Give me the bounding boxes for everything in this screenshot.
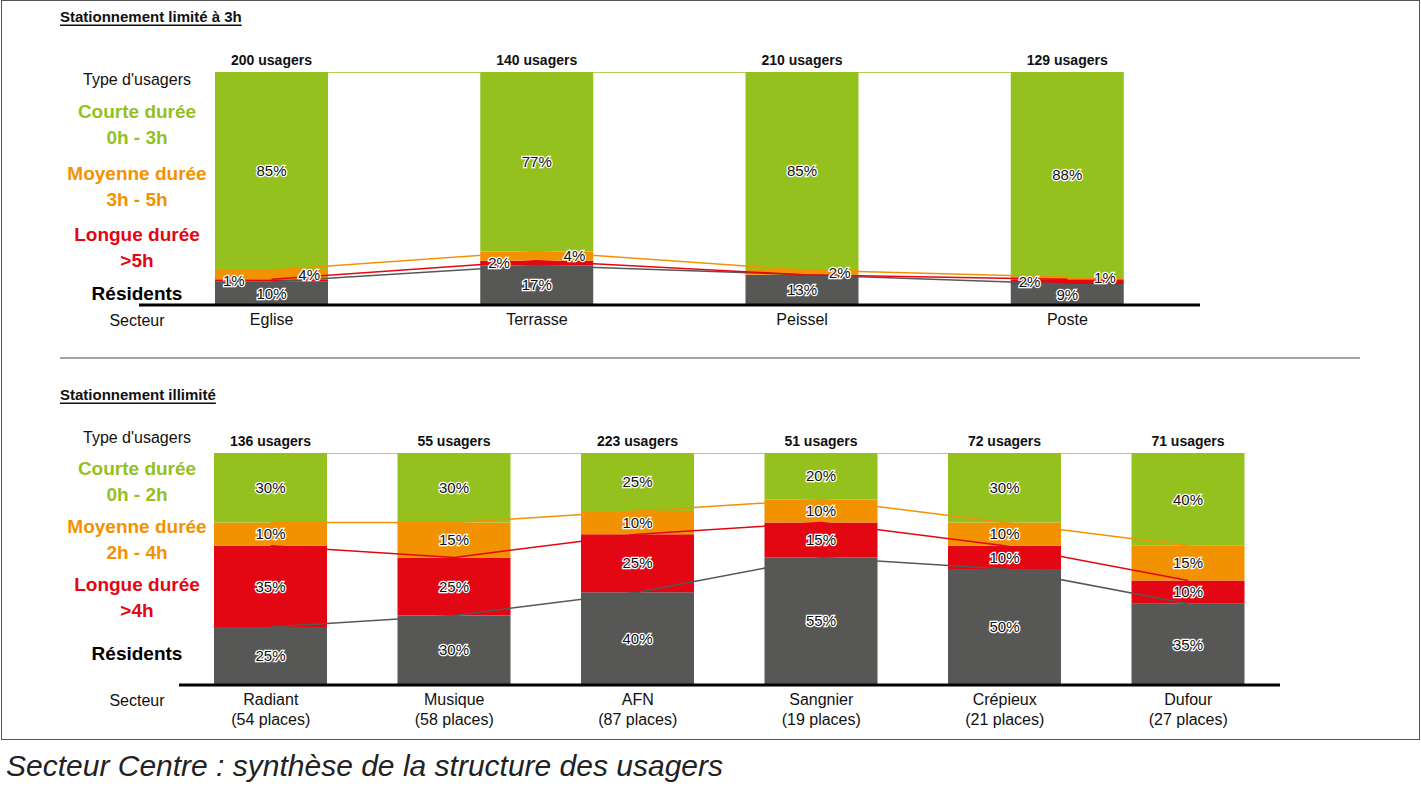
svg-text:35%: 35% (255, 578, 285, 595)
svg-text:2h - 4h: 2h - 4h (106, 542, 167, 563)
svg-text:Terrasse: Terrasse (506, 311, 567, 328)
svg-text:10%: 10% (622, 514, 652, 531)
svg-text:210 usagers: 210 usagers (762, 52, 843, 68)
svg-text:30%: 30% (439, 641, 469, 658)
svg-text:51 usagers: 51 usagers (784, 433, 857, 449)
svg-text:1%: 1% (223, 272, 245, 289)
svg-text:1%: 1% (1094, 269, 1116, 286)
svg-text:40%: 40% (622, 630, 652, 647)
svg-text:25%: 25% (622, 554, 652, 571)
svg-text:13%: 13% (787, 281, 817, 298)
svg-text:15%: 15% (1173, 554, 1203, 571)
svg-text:35%: 35% (1173, 636, 1203, 653)
svg-text:Musique: Musique (424, 691, 485, 708)
svg-text:129 usagers: 129 usagers (1027, 52, 1108, 68)
svg-text:20%: 20% (806, 467, 836, 484)
svg-text:17%: 17% (522, 276, 552, 293)
svg-text:136 usagers: 136 usagers (230, 433, 311, 449)
svg-text:10%: 10% (255, 525, 285, 542)
svg-text:40%: 40% (1173, 491, 1203, 508)
svg-text:(87 places): (87 places) (598, 711, 677, 728)
svg-text:72 usagers: 72 usagers (968, 433, 1041, 449)
svg-text:Stationnement illimité: Stationnement illimité (60, 386, 216, 403)
svg-text:30%: 30% (989, 479, 1019, 496)
svg-text:>5h: >5h (120, 250, 153, 271)
svg-text:140 usagers: 140 usagers (496, 52, 577, 68)
svg-text:0h - 2h: 0h - 2h (106, 484, 167, 505)
svg-text:223 usagers: 223 usagers (597, 433, 678, 449)
svg-text:30%: 30% (255, 479, 285, 496)
svg-text:Secteur: Secteur (109, 692, 165, 709)
svg-text:4%: 4% (298, 266, 320, 283)
svg-text:Courte durée: Courte durée (78, 458, 196, 479)
svg-text:30%: 30% (439, 479, 469, 496)
svg-text:55%: 55% (806, 612, 836, 629)
svg-text:Courte durée: Courte durée (78, 101, 196, 122)
svg-text:Type d'usagers: Type d'usagers (83, 71, 191, 88)
svg-text:10%: 10% (1173, 583, 1203, 600)
svg-text:15%: 15% (806, 531, 836, 548)
svg-text:>4h: >4h (120, 600, 153, 621)
svg-text:3h - 5h: 3h - 5h (106, 189, 167, 210)
svg-text:88%: 88% (1052, 166, 1082, 183)
svg-text:2%: 2% (829, 264, 851, 281)
svg-text:200 usagers: 200 usagers (231, 52, 312, 68)
svg-text:Type d'usagers: Type d'usagers (83, 429, 191, 446)
svg-text:Longue durée: Longue durée (74, 224, 200, 245)
svg-text:Secteur Centre : synthèse de l: Secteur Centre : synthèse de la structur… (8, 749, 723, 782)
svg-text:2%: 2% (488, 254, 510, 271)
svg-text:Stationnement limité à 3h: Stationnement limité à 3h (60, 8, 242, 25)
svg-text:Secteur: Secteur (109, 312, 165, 329)
svg-text:(27 places): (27 places) (1149, 711, 1228, 728)
svg-text:25%: 25% (622, 473, 652, 490)
svg-text:50%: 50% (989, 618, 1019, 635)
svg-text:77%: 77% (522, 153, 552, 170)
svg-text:Résidents: Résidents (92, 643, 183, 664)
svg-text:Sangnier: Sangnier (789, 691, 854, 708)
svg-text:(21 places): (21 places) (965, 711, 1044, 728)
svg-text:85%: 85% (256, 162, 286, 179)
svg-text:Dufour: Dufour (1164, 691, 1213, 708)
svg-text:0h - 3h: 0h - 3h (106, 127, 167, 148)
svg-text:10%: 10% (989, 525, 1019, 542)
svg-text:15%: 15% (439, 531, 469, 548)
svg-text:25%: 25% (255, 647, 285, 664)
svg-text:Résidents: Résidents (92, 283, 183, 304)
svg-text:Eglise: Eglise (250, 311, 294, 328)
svg-text:Peissel: Peissel (776, 311, 828, 328)
svg-text:Moyenne durée: Moyenne durée (67, 516, 206, 537)
svg-text:9%: 9% (1056, 286, 1078, 303)
svg-text:71 usagers: 71 usagers (1151, 433, 1224, 449)
svg-text:10%: 10% (256, 285, 286, 302)
svg-text:10%: 10% (989, 549, 1019, 566)
svg-text:(19 places): (19 places) (782, 711, 861, 728)
svg-text:AFN: AFN (622, 691, 654, 708)
svg-text:(54 places): (54 places) (231, 711, 310, 728)
svg-text:Poste: Poste (1047, 311, 1088, 328)
svg-text:4%: 4% (564, 247, 586, 264)
svg-text:85%: 85% (787, 162, 817, 179)
svg-text:Crépieux: Crépieux (973, 691, 1037, 708)
svg-text:Radiant: Radiant (243, 691, 299, 708)
svg-text:2%: 2% (1019, 273, 1041, 290)
svg-text:(58 places): (58 places) (415, 711, 494, 728)
svg-text:55 usagers: 55 usagers (417, 433, 490, 449)
svg-text:10%: 10% (806, 502, 836, 519)
svg-text:25%: 25% (439, 578, 469, 595)
svg-text:Moyenne durée: Moyenne durée (67, 163, 206, 184)
svg-text:Longue durée: Longue durée (74, 574, 200, 595)
